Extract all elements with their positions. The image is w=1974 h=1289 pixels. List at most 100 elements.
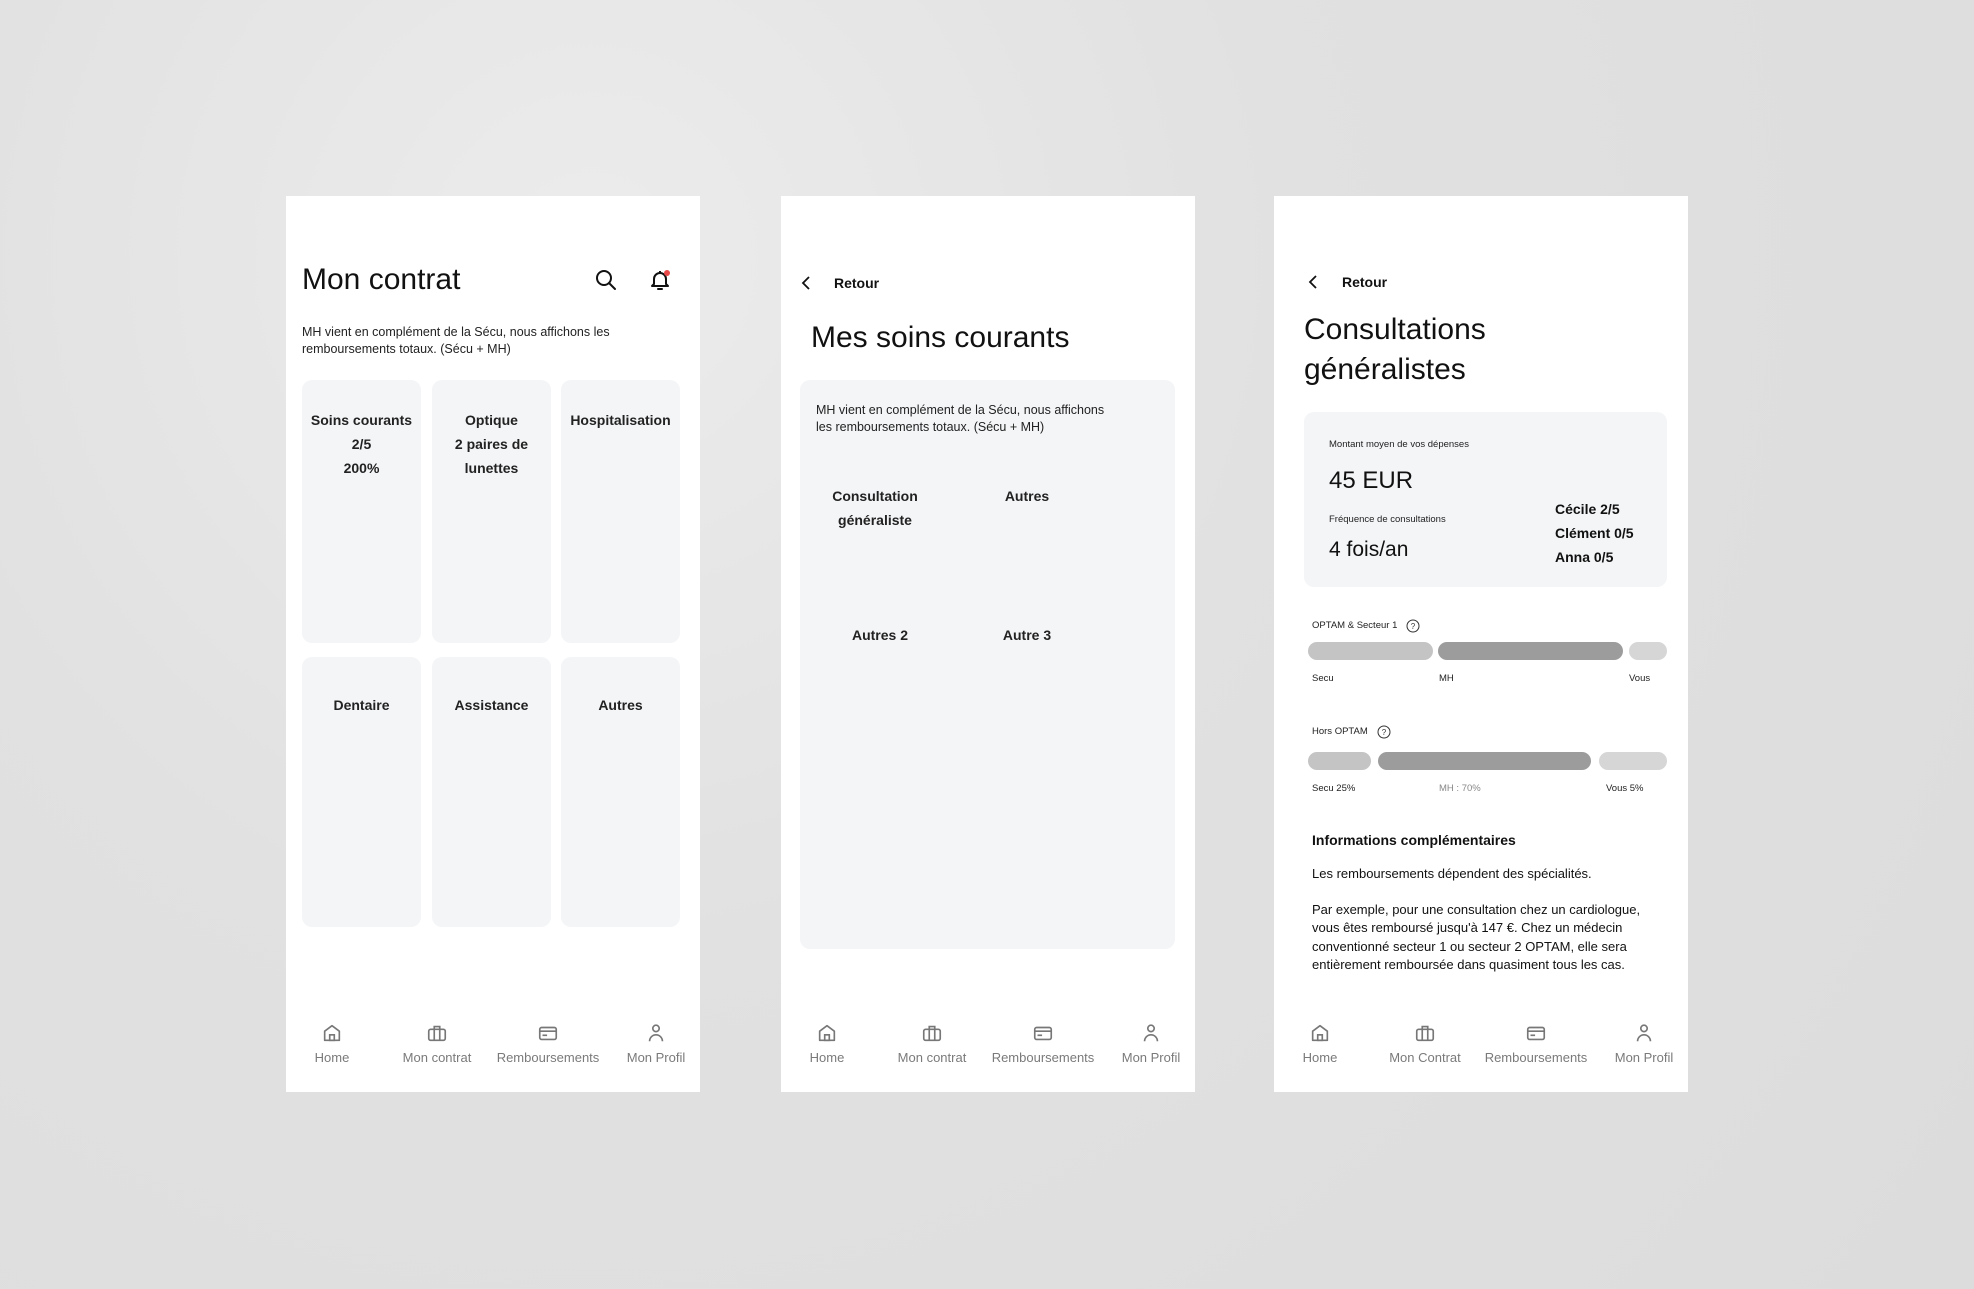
user-icon [648, 1024, 664, 1042]
nav-label: Home [1302, 1050, 1338, 1065]
card-title: Hospitalisation [570, 412, 671, 428]
nav-mon-profil[interactable]: Mon Profil [601, 1022, 711, 1065]
nav-mon-contrat[interactable]: Mon Contrat [1370, 1022, 1480, 1065]
bar-label-secu: Secu 25% [1312, 783, 1356, 794]
back-label: Retour [1342, 274, 1388, 290]
item-consultation-generaliste[interactable]: Consultation généraliste [832, 488, 918, 528]
home-icon [818, 1024, 836, 1042]
card-title: Autres [598, 697, 643, 713]
bottom-nav: Home Mon Contrat Remboursements Mon Prof… [1274, 1022, 1688, 1082]
briefcase-icon [922, 1025, 942, 1042]
card-dentaire[interactable]: Dentaire [302, 657, 421, 927]
search-icon[interactable] [594, 268, 618, 292]
amount-value: 45 EUR [1329, 467, 1414, 494]
card-optique[interactable]: Optique 2 paires de lunettes [432, 380, 551, 643]
nav-mon-contrat[interactable]: Mon contrat [877, 1022, 987, 1065]
item-autres[interactable]: Autres [1004, 488, 1050, 504]
bar-label-mh: MH [1439, 673, 1454, 684]
card-icon [1526, 1026, 1546, 1041]
card-hospitalisation[interactable]: Hospitalisation [561, 380, 680, 643]
member-cecile: Cécile 2/5 [1555, 501, 1620, 517]
nav-mon-profil[interactable]: Mon Profil [1589, 1022, 1699, 1065]
nav-remboursements[interactable]: Remboursements [1481, 1022, 1591, 1065]
nav-label: Home [314, 1050, 350, 1065]
card-soins-courants[interactable]: Soins courants 2/5 200% [302, 380, 421, 643]
card-icon [1033, 1026, 1053, 1041]
intro-text: MH vient en complément de la Sécu, nous … [302, 325, 610, 356]
info-paragraph: Les remboursements dépendent des spécial… [1312, 866, 1592, 881]
card-value: 2 paires de [454, 436, 529, 452]
screen-consultations-generalistes: Retour Consultations généralistes Montant… [1274, 196, 1688, 1092]
help-icon[interactable]: ? [1377, 725, 1391, 744]
help-icon[interactable]: ? [1406, 619, 1420, 638]
user-icon [1636, 1024, 1652, 1042]
card-value: lunettes [464, 460, 519, 476]
svg-text:?: ? [1411, 622, 1416, 631]
nav-mon-profil[interactable]: Mon Profil [1096, 1022, 1206, 1065]
home-icon [1311, 1024, 1329, 1042]
bar-vous [1599, 752, 1667, 770]
screen-mes-soins-courants: Retour Mes soins courants MH vient en co… [781, 196, 1195, 1092]
item-autre-3[interactable]: Autre 3 [1002, 627, 1052, 643]
nav-home[interactable]: Home [772, 1022, 882, 1065]
bar-label-vous: Vous [1629, 673, 1651, 684]
nav-mon-contrat[interactable]: Mon contrat [382, 1022, 492, 1065]
nav-home[interactable]: Home [277, 1022, 387, 1065]
back-button[interactable]: Retour [1306, 271, 1387, 293]
soins-panel: MH vient en complément de la Sécu, nous … [800, 380, 1175, 949]
item-autres-2[interactable]: Autres 2 [851, 627, 909, 643]
amount-label: Montant moyen de vos dépenses [1329, 439, 1469, 450]
briefcase-icon [427, 1025, 447, 1042]
nav-remboursements[interactable]: Remboursements [988, 1022, 1098, 1065]
nav-label: Mon Contrat [1389, 1050, 1461, 1065]
optam-label: OPTAM & Secteur 1 [1312, 620, 1398, 631]
summary-card: Montant moyen de vos dépenses 45 EUR Fré… [1304, 412, 1667, 587]
card-title: Assistance [454, 697, 529, 713]
info-paragraph: Par exemple, pour une consultation chez … [1312, 902, 1641, 972]
svg-text:?: ? [1382, 728, 1387, 737]
nav-label: Mon Profil [626, 1050, 686, 1065]
bottom-nav: Home Mon contrat Remboursements Mon Prof… [781, 1022, 1195, 1082]
home-icon [323, 1024, 341, 1042]
nav-remboursements[interactable]: Remboursements [493, 1022, 603, 1065]
card-assistance[interactable]: Assistance [432, 657, 551, 927]
member-anna: Anna 0/5 [1555, 549, 1614, 565]
chevron-left-icon [1308, 275, 1317, 289]
card-value: 200% [343, 460, 380, 476]
chevron-left-icon [801, 276, 810, 290]
card-autres[interactable]: Autres [561, 657, 680, 927]
member-list: Cécile 2/5 Clément 0/5 Anna 0/5 [1555, 497, 1634, 569]
page-title: Consultations généralistes [1304, 313, 1486, 386]
nav-label: Mon contrat [897, 1050, 967, 1065]
nav-label: Mon Profil [1121, 1050, 1181, 1065]
bar-secu [1308, 642, 1433, 660]
card-title: Dentaire [333, 697, 390, 713]
back-label: Retour [834, 275, 880, 291]
screen-mon-contrat: Mon contrat MH vient en complément de la… [286, 196, 700, 1092]
info-heading: Informations complémentaires [1312, 832, 1516, 848]
user-icon [1143, 1024, 1159, 1042]
page-title: Mon contrat [302, 263, 461, 296]
nav-label: Mon contrat [402, 1050, 472, 1065]
bar-label-secu: Secu [1312, 673, 1334, 684]
nav-label: Remboursements [1484, 1050, 1588, 1065]
bell-icon[interactable] [648, 268, 672, 292]
page-title: Mes soins courants [811, 321, 1070, 354]
frequency-label: Fréquence de consultations [1329, 514, 1446, 525]
bottom-nav: Home Mon contrat Remboursements Mon Prof… [286, 1022, 700, 1082]
frequency-value: 4 fois/an [1329, 538, 1409, 561]
briefcase-icon [1415, 1025, 1435, 1042]
bar-mh [1438, 642, 1623, 660]
hors-optam-label: Hors OPTAM [1312, 726, 1368, 737]
member-clement: Clément 0/5 [1555, 525, 1634, 541]
nav-label: Remboursements [496, 1050, 600, 1065]
bar-label-vous: Vous 5% [1606, 783, 1644, 794]
nav-label: Remboursements [991, 1050, 1095, 1065]
card-icon [538, 1026, 558, 1041]
back-button[interactable]: Retour [799, 272, 879, 294]
bar-label-mh: MH : 70% [1439, 783, 1481, 794]
bar-vous [1629, 642, 1667, 660]
nav-label: Home [809, 1050, 845, 1065]
card-title: Soins courants [310, 412, 413, 428]
nav-home[interactable]: Home [1265, 1022, 1375, 1065]
